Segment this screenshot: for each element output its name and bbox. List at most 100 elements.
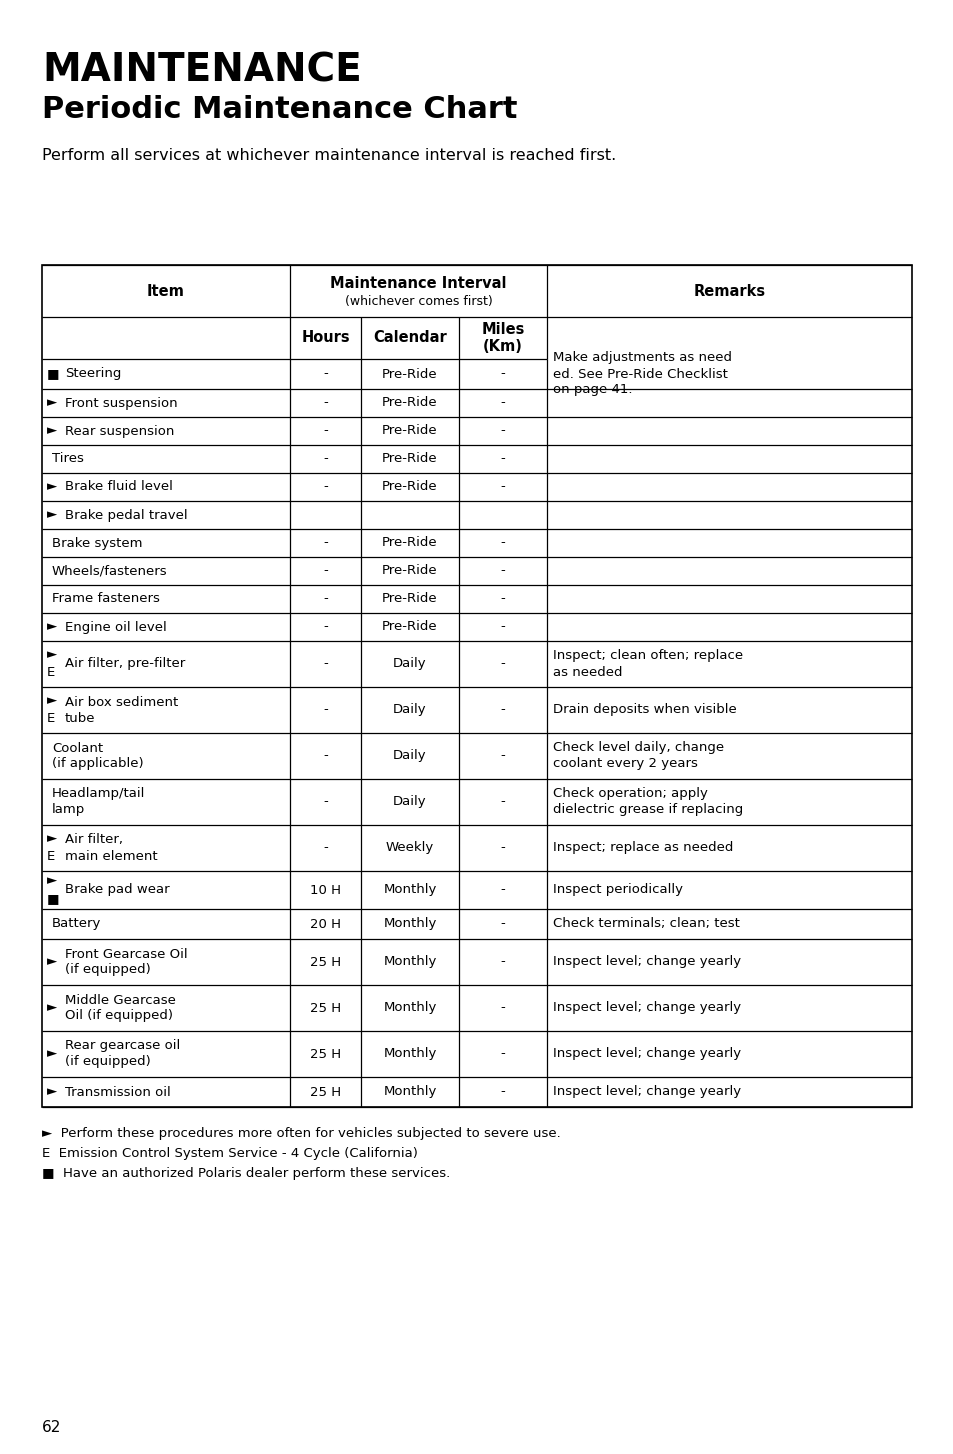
Text: Daily: Daily [393,749,426,762]
Text: Brake pad wear: Brake pad wear [65,884,170,897]
Text: -: - [323,537,328,550]
Text: 20 H: 20 H [310,917,341,931]
Text: ►  Perform these procedures more often for vehicles subjected to severe use.: ► Perform these procedures more often fo… [42,1127,560,1140]
Text: Monthly: Monthly [383,884,436,897]
Text: Tires: Tires [52,452,84,465]
Text: Check operation; apply
dielectric grease if replacing: Check operation; apply dielectric grease… [553,788,743,817]
Text: -: - [323,397,328,410]
Text: Check level daily, change
coolant every 2 years: Check level daily, change coolant every … [553,742,724,771]
Text: ►: ► [47,1047,57,1060]
Text: ►: ► [47,695,57,708]
Text: Front suspension: Front suspension [65,397,177,410]
Text: Inspect level; change yearly: Inspect level; change yearly [553,955,740,968]
Text: E: E [47,666,55,679]
Text: Frame fasteners: Frame fasteners [52,592,160,605]
Text: Rear suspension: Rear suspension [65,425,174,438]
Text: Rear gearcase oil
(if equipped): Rear gearcase oil (if equipped) [65,1040,180,1069]
Text: ■  Have an authorized Polaris dealer perform these services.: ■ Have an authorized Polaris dealer perf… [42,1168,450,1181]
Text: -: - [323,452,328,465]
Text: -: - [323,621,328,634]
Text: -: - [500,592,505,605]
Text: -: - [323,704,328,717]
Text: ►: ► [47,648,57,662]
Text: 25 H: 25 H [310,1002,341,1015]
Text: Monthly: Monthly [383,955,436,968]
Text: -: - [500,368,505,381]
Text: Transmission oil: Transmission oil [65,1086,171,1099]
Text: 10 H: 10 H [310,884,341,897]
Text: Engine oil level: Engine oil level [65,621,167,634]
Text: ►: ► [47,1002,57,1015]
Text: -: - [500,749,505,762]
Text: Daily: Daily [393,795,426,808]
Text: Drain deposits when visible: Drain deposits when visible [553,704,737,717]
Text: Pre-Ride: Pre-Ride [382,368,437,381]
Text: Perform all services at whichever maintenance interval is reached first.: Perform all services at whichever mainte… [42,148,616,163]
Text: Wheels/fasteners: Wheels/fasteners [52,564,168,577]
Text: Hours: Hours [301,330,350,346]
Text: Daily: Daily [393,704,426,717]
Text: Inspect level; change yearly: Inspect level; change yearly [553,1002,740,1015]
Text: -: - [500,955,505,968]
Text: Air box sediment
tube: Air box sediment tube [65,695,178,724]
Text: Weekly: Weekly [385,842,434,855]
Text: ►: ► [47,1086,57,1099]
Text: Front Gearcase Oil
(if equipped): Front Gearcase Oil (if equipped) [65,948,188,977]
Text: Remarks: Remarks [693,284,765,298]
Text: -: - [500,842,505,855]
Text: Pre-Ride: Pre-Ride [382,592,437,605]
Text: 62: 62 [42,1421,61,1435]
Text: Steering: Steering [65,368,121,381]
Text: Brake system: Brake system [52,537,142,550]
Text: Monthly: Monthly [383,1086,436,1099]
Text: Pre-Ride: Pre-Ride [382,537,437,550]
Text: MAINTENANCE: MAINTENANCE [42,52,361,90]
Text: ►: ► [47,955,57,968]
Text: Battery: Battery [52,917,101,931]
Text: E  Emission Control System Service - 4 Cycle (California): E Emission Control System Service - 4 Cy… [42,1147,417,1160]
Text: Monthly: Monthly [383,1047,436,1060]
Text: Periodic Maintenance Chart: Periodic Maintenance Chart [42,95,517,124]
Text: Make adjustments as need
ed. See Pre-Ride Checklist
on page 41.: Make adjustments as need ed. See Pre-Rid… [553,352,732,397]
Text: -: - [500,1047,505,1060]
Text: ►: ► [47,621,57,634]
Text: 25 H: 25 H [310,1086,341,1099]
Text: Pre-Ride: Pre-Ride [382,397,437,410]
Text: ►: ► [47,397,57,410]
Text: -: - [500,657,505,670]
Text: -: - [500,917,505,931]
Text: ►: ► [47,480,57,493]
Text: ►: ► [47,874,57,887]
Text: Daily: Daily [393,657,426,670]
Text: Maintenance Interval: Maintenance Interval [330,276,506,291]
Text: -: - [500,704,505,717]
Text: -: - [323,842,328,855]
Text: -: - [500,397,505,410]
Text: ►: ► [47,425,57,438]
Text: Inspect level; change yearly: Inspect level; change yearly [553,1047,740,1060]
Text: -: - [323,795,328,808]
Text: -: - [323,368,328,381]
Text: ►: ► [47,509,57,522]
Text: Inspect periodically: Inspect periodically [553,884,682,897]
Text: Air filter, pre-filter: Air filter, pre-filter [65,657,185,670]
Text: Item: Item [147,284,185,298]
Text: Inspect; replace as needed: Inspect; replace as needed [553,842,733,855]
Text: E: E [47,851,55,864]
Text: Headlamp/tail
lamp: Headlamp/tail lamp [52,788,145,817]
Text: Monthly: Monthly [383,1002,436,1015]
Text: Inspect level; change yearly: Inspect level; change yearly [553,1086,740,1099]
Text: Monthly: Monthly [383,917,436,931]
Text: E: E [47,712,55,726]
Text: 25 H: 25 H [310,1047,341,1060]
Text: -: - [323,749,328,762]
Text: -: - [500,621,505,634]
Text: Pre-Ride: Pre-Ride [382,425,437,438]
Text: -: - [323,592,328,605]
Text: Pre-Ride: Pre-Ride [382,564,437,577]
Text: -: - [500,537,505,550]
Text: -: - [500,564,505,577]
Text: -: - [500,1086,505,1099]
Text: -: - [323,564,328,577]
Bar [42,265,911,1106]
